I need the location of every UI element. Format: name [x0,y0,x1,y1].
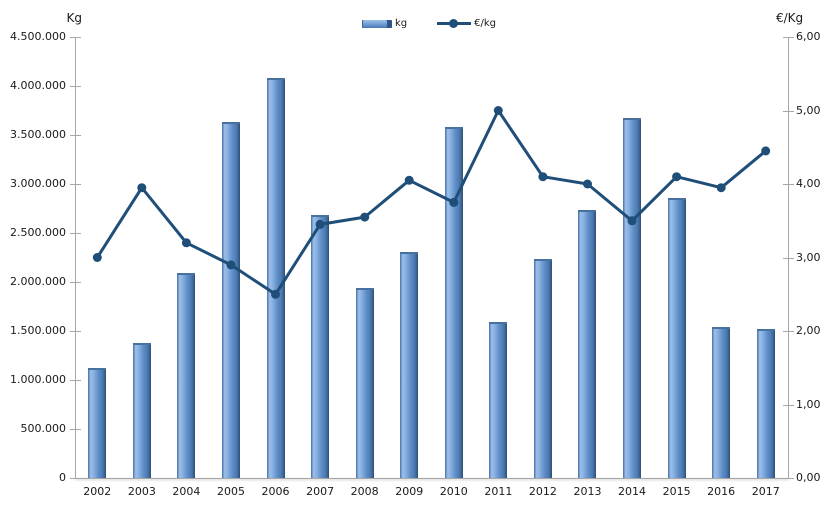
left-axis-tick-mark [70,380,81,381]
left-axis-tick-label: 1.500.000 [10,324,66,337]
x-axis-label-2010: 2010 [439,485,468,498]
left-axis-tick-mark [70,331,81,332]
bar-2007 [311,215,330,478]
left-axis-tick-mark [70,184,81,185]
right-axis-tick-mark [783,184,794,185]
left-axis-tick-label: 1.000.000 [10,373,66,386]
left-axis-tick-mark [70,282,81,283]
line-marker-2007 [315,219,325,229]
right-axis-tick-label: 3,00 [796,250,821,264]
right-axis-tick-label: 1,00 [796,397,821,411]
left-axis-tick-label: 500.000 [20,422,67,435]
left-axis-tick-mark [70,478,81,479]
x-axis-label-2014: 2014 [618,485,647,498]
x-axis-label-2017: 2017 [751,485,780,498]
right-axis-title: €/Kg [776,11,804,25]
bar-2008 [355,287,374,478]
legend: kg €/kg [362,18,496,29]
left-axis-tick-label: 3.000.000 [10,177,66,190]
legend-item-kg: kg [362,18,407,29]
bar-series-swatch-icon [362,19,392,28]
line-marker-dot-icon [449,19,459,28]
x-axis-label-2003: 2003 [127,485,156,498]
bar-2005 [221,122,240,478]
line-marker-2012 [538,172,548,182]
left-axis-line [75,37,76,479]
price-line [95,109,768,296]
right-axis-tick-label: 5,00 [796,103,821,117]
right-axis-tick-mark [783,331,794,332]
x-axis-label-2011: 2011 [484,485,513,498]
x-axis-label-2006: 2006 [261,485,290,498]
line-marker-2015 [672,172,682,182]
line-marker-2005 [226,260,236,270]
x-axis-label-2012: 2012 [528,485,557,498]
right-axis-tick-label: 4,00 [796,177,821,190]
line-marker-2013 [583,179,592,189]
legend-item-eur-per-kg: €/kg [437,18,496,29]
left-axis-tick-label: 4.000.000 [10,79,66,92]
left-axis-tick-label: 2.500.000 [10,226,66,239]
left-axis-tick-mark [70,135,81,136]
right-axis-tick-label: 2,00 [796,324,821,337]
bar-2016 [712,327,731,478]
bar-2003 [132,342,151,478]
left-axis-tick-mark [70,37,81,38]
left-axis-tick-label: 3.500.000 [10,128,66,141]
bar-2009 [400,251,419,478]
bar-2017 [756,329,775,478]
bar-2004 [177,273,196,478]
x-axis-label-2008: 2008 [350,485,379,498]
x-axis-label-2009: 2009 [395,485,424,498]
x-axis-label-2007: 2007 [306,485,335,498]
right-axis-tick-label: 0,00 [796,471,821,484]
line-marker-2010 [449,197,459,207]
bar-2014 [623,118,642,478]
line-marker-2016 [716,183,726,193]
bar-2012 [533,259,552,478]
right-axis-tick-mark [783,257,794,259]
line-marker-2004 [181,238,191,248]
right-axis-tick-mark [783,37,794,38]
left-axis-tick-label: 0 [59,471,66,484]
line-marker-2011 [493,106,503,115]
line-marker-2003 [137,183,147,193]
left-axis-tick-label: 2.000.000 [10,275,66,288]
x-axis-label-2004: 2004 [172,485,201,498]
left-axis-tick-mark [70,233,81,234]
line-marker-2002 [92,253,102,262]
x-axis-line [75,478,789,479]
left-axis-tick-mark [70,429,81,430]
x-axis-label-2013: 2013 [573,485,602,498]
x-axis-label-2015: 2015 [662,485,691,498]
legend-label-kg: kg [395,18,408,29]
bar-2002 [88,368,107,478]
bar-2015 [667,197,686,478]
right-axis-tick-mark [783,478,794,479]
left-axis-tick-mark [70,86,81,87]
line-marker-2009 [404,175,414,185]
left-axis-title: Kg [66,11,83,25]
legend-label-eur-per-kg: €/kg [474,18,497,29]
bar-2013 [578,210,597,478]
left-axis-tick-label: 4.500.000 [10,30,66,43]
x-axis-label-2005: 2005 [216,485,245,498]
line-marker-2006 [271,289,280,299]
line-series-swatch-icon [437,19,472,28]
right-axis-tick-mark [783,404,794,406]
bar-2006 [266,78,285,478]
right-axis-tick-label: 6,00 [796,30,821,43]
bar-2010 [444,127,463,478]
line-marker-2017 [761,146,771,156]
line-marker-2014 [627,216,637,226]
x-axis-label-2016: 2016 [707,485,736,498]
line-marker-2008 [360,212,370,222]
x-axis-label-2002: 2002 [83,485,112,498]
bar-2011 [489,322,508,478]
right-axis-tick-mark [783,110,794,112]
